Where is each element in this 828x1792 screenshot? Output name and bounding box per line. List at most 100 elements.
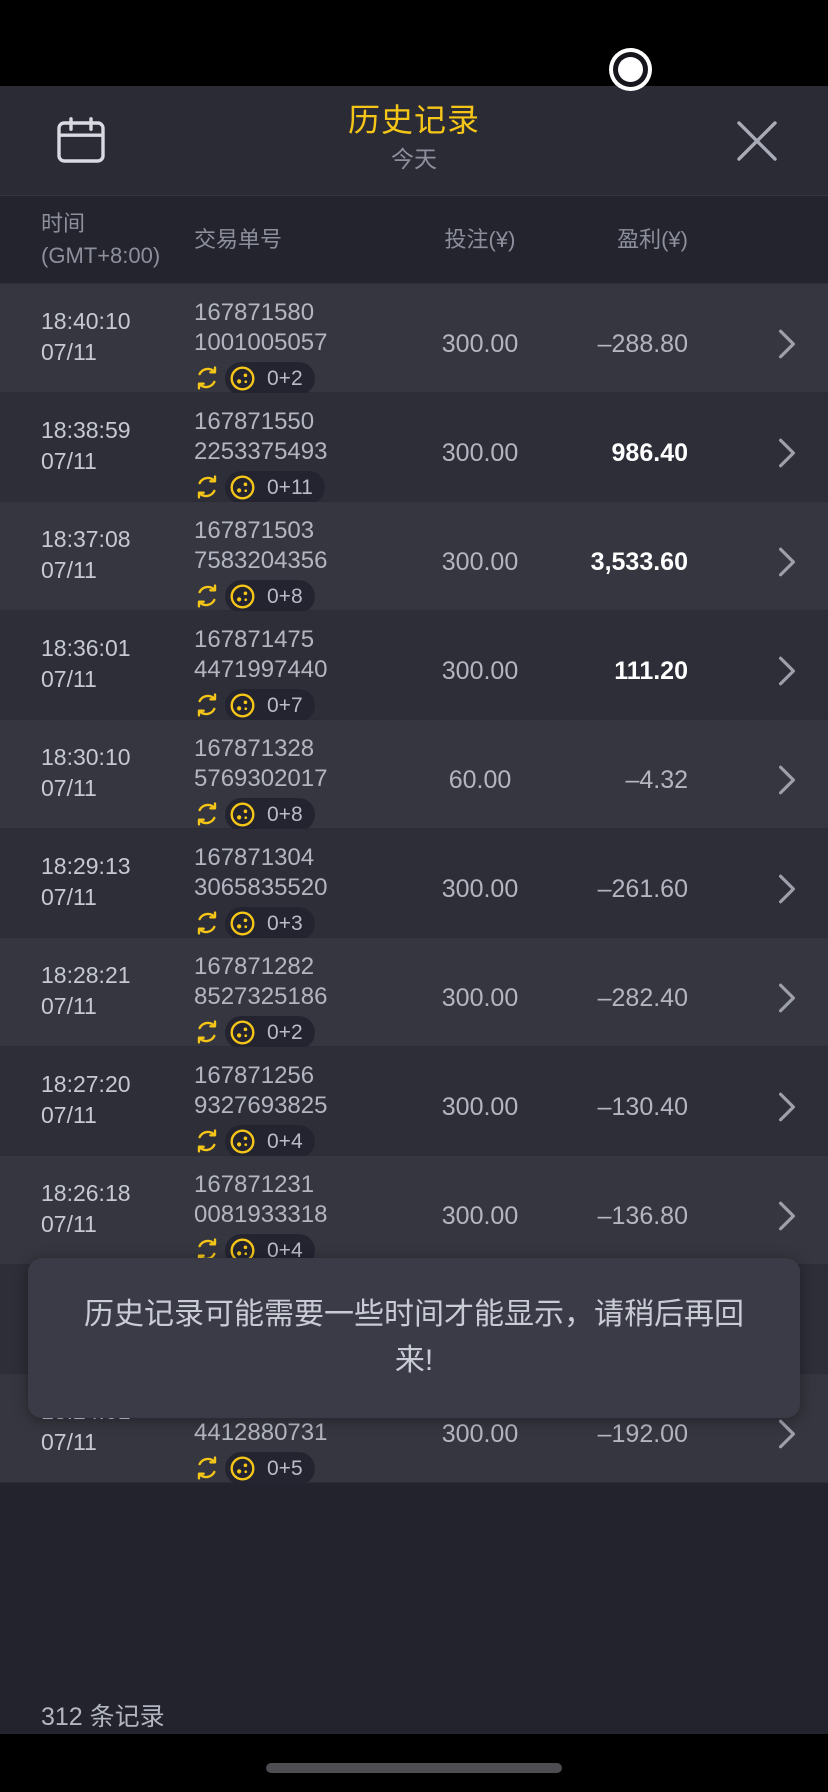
chevron-right-icon	[779, 765, 795, 795]
table-row[interactable]: 18:30:10 07/11 167871328 5769302017 0+8 60.0…	[0, 720, 828, 831]
cell-profit: –130.40	[597, 1093, 688, 1121]
row-time: 18:36:01	[41, 635, 131, 661]
badge-pill: 0+7	[225, 688, 315, 722]
refresh-icon	[197, 1129, 217, 1153]
order-line-1: 167871304	[194, 844, 315, 871]
row-time: 18:29:13	[41, 853, 131, 879]
row-date: 07/11	[41, 775, 97, 801]
refresh-icon	[197, 911, 217, 935]
cell-order: 167871503 7583204356 0+8	[194, 516, 327, 617]
order-line-2: 0081933318	[194, 1201, 328, 1228]
order-line-2: 8527325186	[194, 983, 328, 1010]
cell-time: 18:27:20 07/11	[41, 1069, 131, 1131]
row-badge: 0+2	[194, 361, 326, 395]
badge-count: 0+4	[267, 1238, 303, 1262]
status-bar	[0, 0, 828, 91]
chevron-right-icon	[779, 1419, 795, 1449]
row-badge: 0+2	[194, 1015, 326, 1049]
history-list[interactable]: 18:40:10 07/11 167871580 1001005057 0+2 300.…	[0, 284, 828, 1485]
cell-bet: 300.00	[441, 439, 519, 467]
table-header: 时间 (GMT+8:00) 交易单号 投注(¥) 盈利(¥)	[0, 196, 828, 284]
chevron-right-icon	[779, 656, 795, 686]
order-line-2: 4471997440	[194, 656, 328, 683]
cell-profit: 111.20	[614, 657, 688, 685]
history-screen: 历史记录 今天 时间 (GMT+8:00) 交易单号 投注(¥) 盈利(¥) 1…	[0, 86, 828, 1792]
cell-bet: 300.00	[441, 548, 519, 576]
row-time: 18:37:08	[41, 526, 131, 552]
screen-recording-dot-icon	[609, 48, 652, 91]
table-row[interactable]: 18:38:59 07/11 167871550 2253375493 0+11 300…	[0, 393, 828, 504]
row-time: 18:27:20	[41, 1071, 131, 1097]
cell-order: 167871475 4471997440 0+7	[194, 625, 327, 726]
badge-count: 0+4	[267, 1129, 303, 1153]
order-line-2: 3065835520	[194, 874, 328, 901]
order-line-2: 2253375493	[194, 438, 328, 465]
scatter-icon	[230, 802, 255, 826]
cell-order: 167871256 9327693825 0+4	[194, 1061, 327, 1162]
row-time: 18:38:59	[41, 417, 131, 443]
page-subtitle: 今天	[391, 146, 437, 172]
row-badge: 0+8	[194, 579, 326, 613]
cell-time: 18:26:18 07/11	[41, 1178, 131, 1240]
order-line-1: 167871231	[194, 1171, 315, 1198]
badge-count: 0+7	[267, 693, 303, 717]
column-header-bet: 投注(¥)	[444, 227, 516, 252]
order-line-1: 167871550	[194, 408, 315, 435]
cell-profit: 986.40	[611, 439, 688, 467]
cell-time: 18:40:10 07/11	[41, 306, 131, 368]
calendar-icon	[57, 117, 105, 163]
table-row[interactable]: 18:28:21 07/11 167871282 8527325186 0+2 300.…	[0, 938, 828, 1049]
badge-count: 0+3	[267, 911, 303, 935]
column-header-time: 时间	[41, 211, 86, 236]
cell-bet: 300.00	[441, 984, 519, 1012]
row-badge: 0+3	[194, 906, 326, 940]
calendar-button[interactable]	[48, 108, 114, 174]
table-row[interactable]: 18:36:01 07/11 167871475 4471997440 0+7 300.…	[0, 611, 828, 722]
cell-time: 18:28:21 07/11	[41, 960, 131, 1022]
order-line-2: 1001005057	[194, 329, 328, 356]
table-row[interactable]: 18:29:13 07/11 167871304 3065835520 0+3 300.…	[0, 829, 828, 940]
page-title: 历史记录	[347, 102, 480, 138]
cell-time: 18:29:13 07/11	[41, 851, 131, 913]
home-indicator[interactable]	[266, 1763, 562, 1773]
badge-pill: 0+5	[225, 1451, 315, 1485]
cell-bet: 300.00	[441, 330, 519, 358]
cell-time: 18:36:01 07/11	[41, 633, 131, 695]
order-line-1: 167871282	[194, 953, 315, 980]
cell-profit: –282.40	[597, 984, 688, 1012]
cell-time: 18:38:59 07/11	[41, 415, 131, 477]
cell-bet: 300.00	[441, 875, 519, 903]
badge-pill: 0+8	[225, 797, 315, 831]
badge-count: 0+5	[267, 1456, 303, 1480]
scatter-icon	[230, 1129, 255, 1153]
cell-time: 18:37:08 07/11	[41, 524, 131, 586]
refresh-icon	[197, 366, 217, 390]
table-row[interactable]: 18:26:18 07/11 167871231 0081933318 0+4 300.…	[0, 1156, 828, 1267]
order-line-2: 9327693825	[194, 1092, 328, 1119]
scatter-icon	[230, 1456, 255, 1480]
table-row[interactable]: 18:37:08 07/11 167871503 7583204356 0+8 300.…	[0, 502, 828, 613]
chevron-right-icon	[779, 983, 795, 1013]
chevron-right-icon	[779, 1201, 795, 1231]
row-badge: 0+8	[194, 797, 326, 831]
table-row[interactable]: 18:27:20 07/11 167871256 9327693825 0+4 300.…	[0, 1047, 828, 1158]
row-date: 07/11	[41, 884, 97, 910]
badge-pill: 0+8	[225, 579, 315, 613]
cell-bet: 300.00	[441, 657, 519, 685]
cell-profit: –4.32	[625, 766, 688, 794]
order-line-1: 167871328	[194, 735, 315, 762]
app-header: 历史记录 今天	[0, 86, 828, 196]
order-line-1: 167871580	[194, 299, 315, 326]
cell-order: 167871580 1001005057 0+2	[194, 298, 327, 399]
toast-notification: 历史记录可能需要一些时间才能显示，请稍后再回来!	[28, 1258, 800, 1418]
close-button[interactable]	[724, 108, 790, 174]
badge-pill: 0+4	[225, 1124, 315, 1158]
cell-order: 167871282 8527325186 0+2	[194, 952, 327, 1053]
cell-profit: –288.80	[597, 330, 688, 358]
badge-pill: 0+2	[225, 361, 315, 395]
scatter-icon	[230, 584, 255, 608]
badge-count: 0+11	[267, 475, 313, 499]
table-row[interactable]: 18:40:10 07/11 167871580 1001005057 0+2 300.…	[0, 284, 828, 395]
badge-count: 0+2	[267, 1020, 303, 1044]
order-line-1: 167871475	[194, 626, 315, 653]
